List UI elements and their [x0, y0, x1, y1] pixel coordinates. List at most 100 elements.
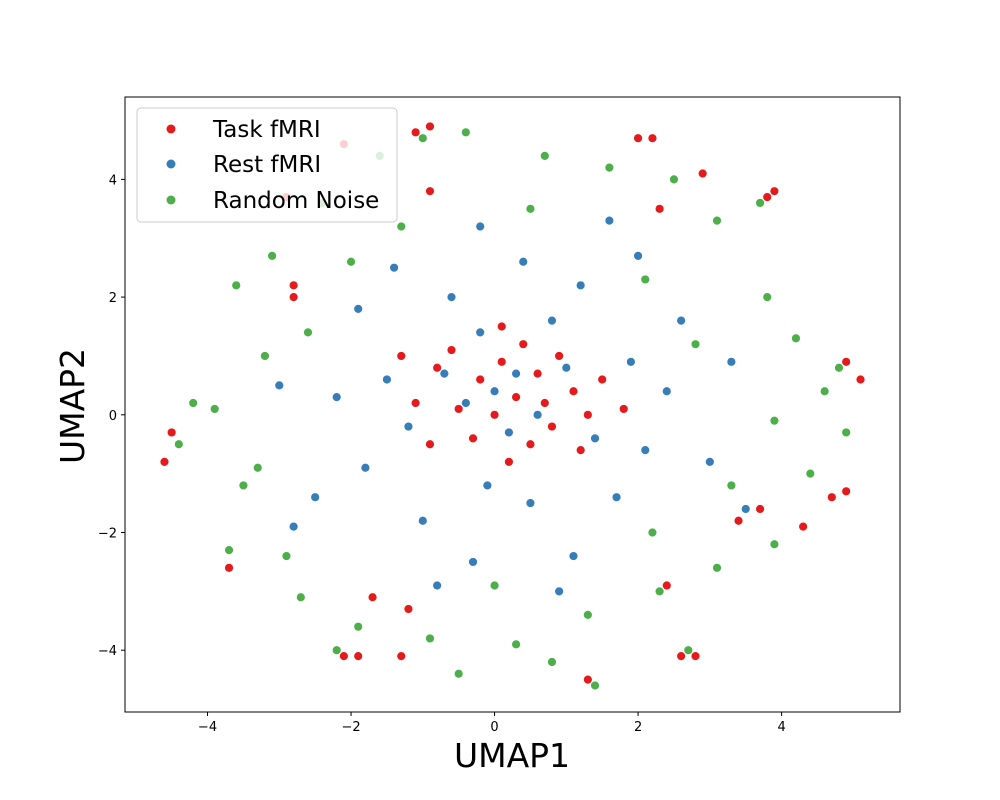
scatter-point: [489, 386, 500, 397]
legend-marker-task: [166, 124, 176, 134]
scatter-point: [755, 504, 765, 514]
scatter-point: [288, 292, 299, 302]
y-axis-title: UMAP2: [53, 348, 92, 464]
scatter-point: [590, 680, 600, 691]
scatter-point: [425, 439, 435, 450]
scatter-point: [676, 315, 687, 326]
scatter-point: [425, 633, 435, 644]
scatter-point: [159, 456, 170, 467]
scatter-point: [582, 609, 593, 620]
scatter-point: [841, 486, 852, 497]
scatter-point: [496, 356, 507, 367]
scatter-point: [475, 327, 486, 338]
x-tick-label: 2: [634, 720, 642, 735]
scatter-point: [690, 651, 701, 661]
scatter-point: [532, 409, 543, 420]
scatter-point: [425, 121, 435, 132]
points-layer: [159, 121, 866, 691]
scatter-point: [511, 392, 521, 403]
scatter-point: [791, 333, 801, 344]
scatter-point: [389, 262, 399, 273]
scatter-point: [647, 527, 658, 538]
scatter-point: [360, 462, 371, 473]
scatter-point: [439, 368, 450, 379]
scatter-point: [511, 639, 521, 650]
scatter-point: [582, 409, 593, 420]
scatter-point: [252, 462, 263, 473]
scatter-point: [826, 492, 837, 503]
scatter-point: [647, 133, 658, 144]
scatter-point: [798, 521, 809, 532]
legend-marker-noise: [166, 195, 176, 205]
scatter-point: [338, 651, 349, 661]
scatter-point: [496, 321, 507, 332]
scatter-point: [453, 404, 464, 414]
y-tick-label: 4: [109, 173, 117, 188]
scatter-point: [568, 551, 579, 561]
scatter-point: [819, 386, 830, 397]
scatter-point: [726, 480, 737, 491]
scatter-point: [525, 203, 536, 214]
scatter-point: [425, 186, 435, 197]
scatter-point: [769, 415, 780, 426]
y-tick-label: 2: [109, 291, 117, 306]
scatter-point: [417, 133, 428, 144]
scatter-point: [539, 150, 550, 161]
scatter-point: [582, 674, 593, 685]
scatter-point: [410, 398, 421, 408]
scatter-point: [310, 492, 321, 503]
scatter-point: [446, 345, 457, 355]
scatter-point: [504, 427, 514, 438]
scatter-point: [475, 221, 486, 232]
scatter-point: [597, 374, 608, 385]
x-axis-title: UMAP1: [454, 736, 570, 775]
scatter-point: [231, 280, 242, 291]
scatter-point: [224, 545, 234, 556]
scatter-point: [511, 368, 521, 379]
scatter-point: [382, 374, 392, 385]
scatter-point: [260, 351, 270, 361]
scatter-point: [712, 562, 722, 573]
scatter-point: [166, 427, 177, 438]
scatter-point: [733, 515, 744, 526]
scatter-point: [547, 315, 557, 326]
x-tick-label: −2: [341, 720, 360, 735]
scatter-point: [410, 127, 421, 138]
scatter-point: [353, 303, 364, 314]
scatter-point: [654, 586, 665, 597]
legend-label-rest: Rest fMRI: [213, 152, 321, 178]
scatter-point: [468, 433, 478, 444]
scatter-point: [769, 539, 780, 550]
scatter-point: [590, 433, 600, 444]
y-tick-label: 0: [109, 409, 117, 424]
scatter-point: [525, 498, 536, 508]
y-tick-label: −2: [98, 527, 117, 542]
scatter-point: [640, 274, 651, 285]
scatter-point: [855, 374, 866, 385]
scatter-point: [518, 256, 529, 267]
scatter-point: [690, 339, 701, 350]
scatter-point: [173, 439, 184, 450]
scatter-point: [805, 468, 816, 479]
scatter-point: [432, 580, 443, 591]
scatter-point: [726, 356, 737, 367]
scatter-point: [396, 221, 407, 232]
scatter-point: [654, 203, 665, 214]
scatter-point: [353, 621, 364, 632]
scatter-point: [460, 398, 471, 408]
scatter-point: [525, 439, 536, 450]
scatter-point: [604, 162, 615, 173]
scatter-point: [575, 445, 586, 456]
scatter-point: [188, 398, 199, 408]
x-axis: −4 −2 0 2 4: [198, 712, 786, 735]
scatter-point: [274, 380, 285, 391]
scatter-point: [661, 580, 672, 591]
legend: Task fMRI Rest fMRI Random Noise: [136, 107, 398, 223]
x-tick-label: 4: [777, 720, 785, 735]
legend-label-noise: Random Noise: [213, 188, 379, 214]
scatter-point: [353, 651, 364, 661]
scatter-point: [303, 327, 313, 338]
scatter-point: [453, 668, 464, 679]
scatter-point: [288, 521, 299, 532]
